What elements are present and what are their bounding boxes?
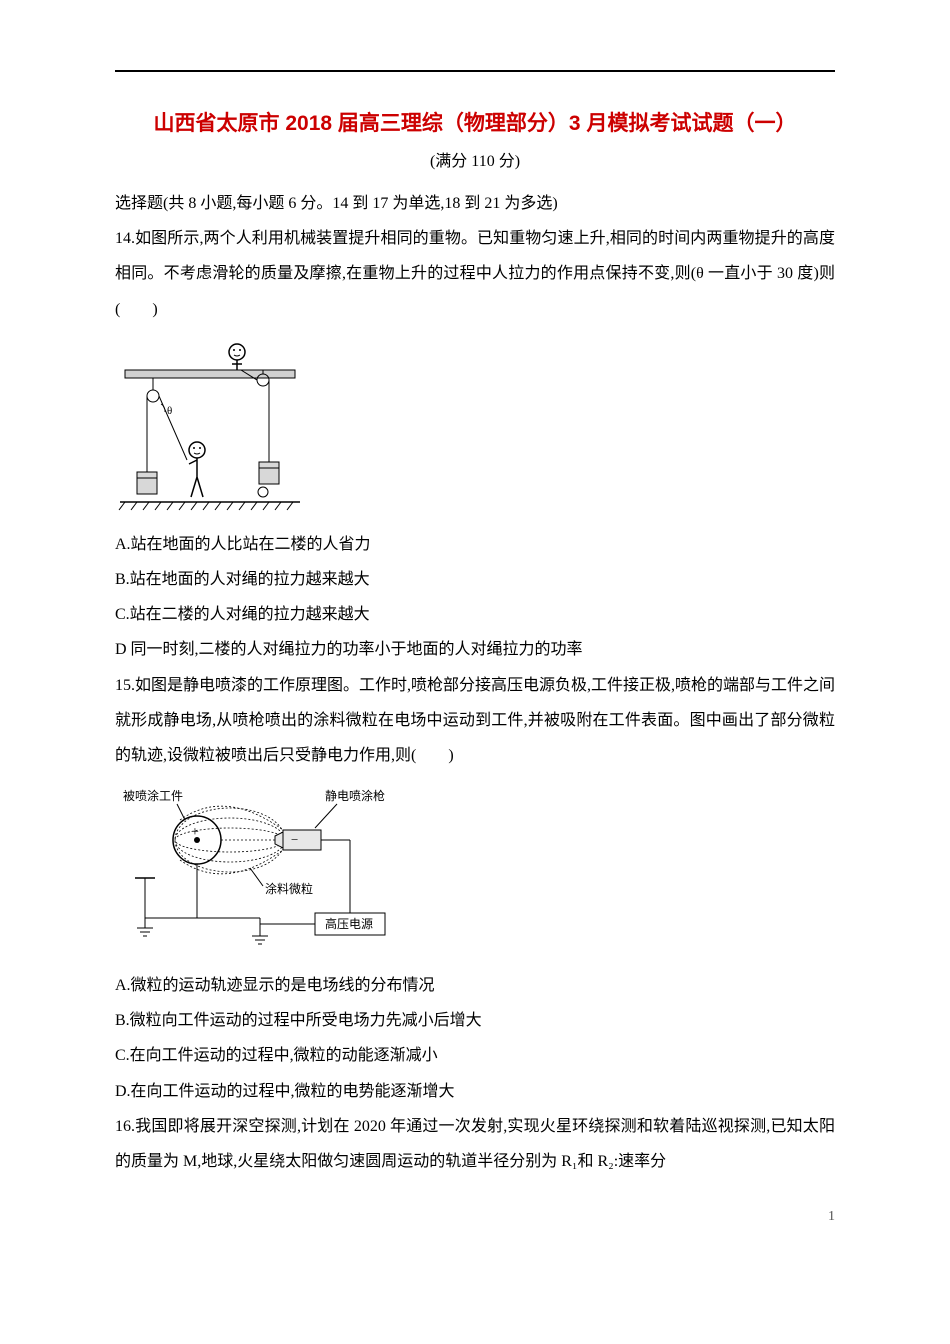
document-page: 山西省太原市 2018 届高三理综（物理部分）3 月模拟考试试题（一） (满分 … <box>0 0 950 1265</box>
page-number: 1 <box>115 1209 835 1225</box>
svg-text:θ: θ <box>167 405 172 417</box>
svg-text:+: + <box>191 825 199 840</box>
q14-optD: D 同一时刻,二楼的人对绳拉力的功率小于地面的人对绳拉力的功率 <box>115 632 835 667</box>
q15-optC: C.在向工件运动的过程中,微粒的动能逐渐减小 <box>115 1038 835 1073</box>
q14-figure: θ <box>115 332 835 522</box>
q15-optB: B.微粒向工件运动的过程中所受电场力先减小后增大 <box>115 1003 835 1038</box>
svg-text:−: − <box>291 832 298 847</box>
q14-optB: B.站在地面的人对绳的拉力越来越大 <box>115 562 835 597</box>
q14-stem: 14.如图所示,两个人利用机械装置提升相同的重物。已知重物匀速上升,相同的时间内… <box>115 221 835 327</box>
q15-stem: 15.如图是静电喷漆的工作原理图。工作时,喷枪部分接高压电源负极,工件接正极,喷… <box>115 668 835 774</box>
label-source: 高压电源 <box>325 916 373 931</box>
label-particle: 涂料微粒 <box>265 881 313 896</box>
label-workpiece: 被喷涂工件 <box>123 788 183 803</box>
top-rule <box>115 70 835 72</box>
instructions: 选择题(共 8 小题,每小题 6 分。14 到 17 为单选,18 到 21 为… <box>115 186 835 221</box>
q14-optA: A.站在地面的人比站在二楼的人省力 <box>115 527 835 562</box>
q15-figure: 被喷涂工件 静电喷涂枪 + − 涂料微粒 <box>115 778 835 963</box>
q14-optC: C.站在二楼的人对绳的拉力越来越大 <box>115 597 835 632</box>
q16-stem: 16.我国即将展开深空探测,计划在 2020 年通过一次发射,实现火星环绕探测和… <box>115 1109 835 1179</box>
label-sprayer: 静电喷涂枪 <box>325 788 385 803</box>
exam-title: 山西省太原市 2018 届高三理综（物理部分）3 月模拟考试试题（一） <box>115 107 835 137</box>
q15-optA: A.微粒的运动轨迹显示的是电场线的分布情况 <box>115 968 835 1003</box>
exam-subtitle: (满分 110 分) <box>115 147 835 171</box>
q15-optD: D.在向工件运动的过程中,微粒的电势能逐渐增大 <box>115 1074 835 1109</box>
